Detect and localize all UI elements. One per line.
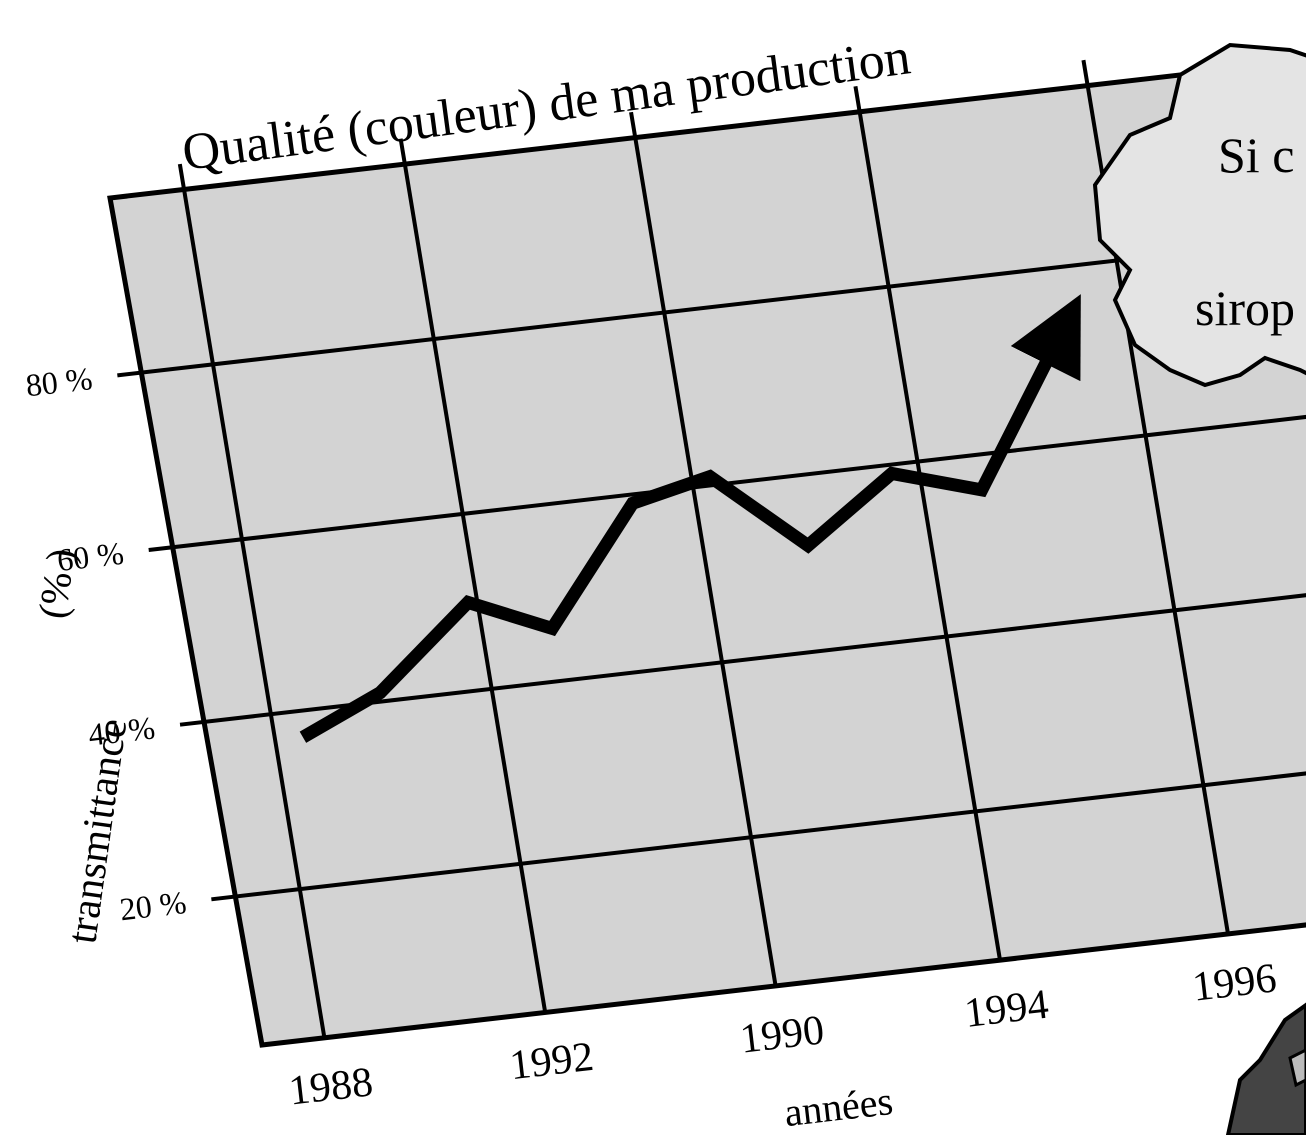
x-tick-label: 1992 xyxy=(507,1034,596,1089)
x-tick-label: 1990 xyxy=(738,1007,827,1062)
annotation: Si c xyxy=(1218,127,1294,183)
x-tick-label: 1996 xyxy=(1190,955,1279,1010)
y-tick-label: 80 % xyxy=(24,360,94,403)
chart: 20 %40 %60 %80 %19881992199019941996Qual… xyxy=(0,0,1306,1135)
annotation: sirop xyxy=(1195,280,1295,336)
y-axis-unit: (% ) xyxy=(29,546,83,622)
x-tick-label: 1988 xyxy=(287,1059,376,1114)
x-axis-label: années xyxy=(782,1078,895,1135)
x-tick-label: 1994 xyxy=(962,982,1051,1037)
y-tick-label: 20 % xyxy=(118,884,188,927)
